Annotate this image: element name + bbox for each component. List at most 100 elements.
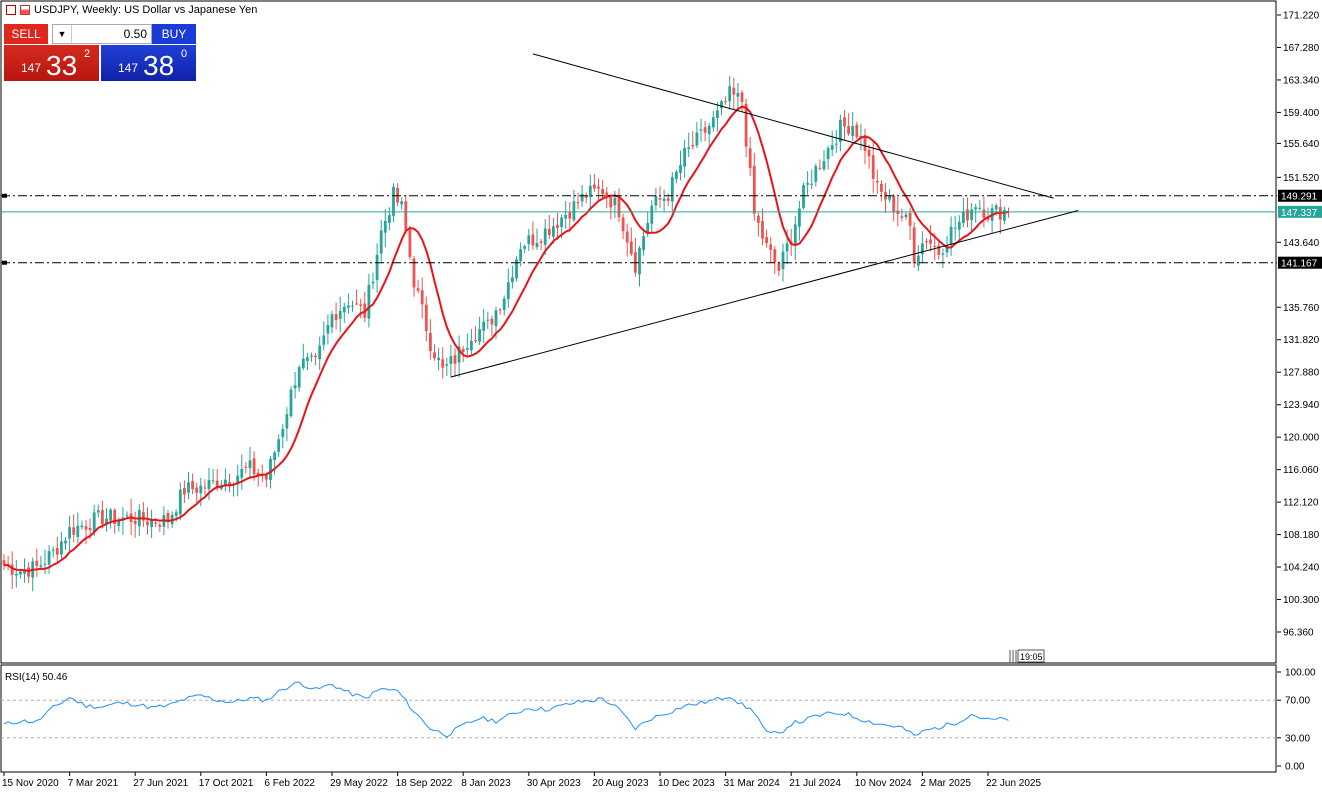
candle-body xyxy=(334,314,338,321)
candle xyxy=(109,508,112,529)
time-tick-label: 30 Apr 2023 xyxy=(527,778,581,789)
candle xyxy=(301,343,305,370)
candle xyxy=(404,195,408,234)
candle xyxy=(568,202,572,233)
candle xyxy=(211,469,215,485)
candle-body xyxy=(851,125,855,137)
candle xyxy=(839,114,842,152)
time-tick-label: 21 Jul 2024 xyxy=(789,778,841,789)
candle xyxy=(724,96,727,105)
candle xyxy=(351,300,354,312)
candle xyxy=(949,216,953,256)
sell-price-prefix: 147 xyxy=(21,61,42,75)
candle-body xyxy=(289,389,293,417)
price-tick-label: 151.520 xyxy=(1283,173,1320,184)
candle-body xyxy=(314,355,317,357)
lot-decrease-icon[interactable]: ▼ xyxy=(53,25,72,43)
candle xyxy=(900,208,904,222)
one-click-trading-panel: SELL ▼ 0.50 BUY 147 33 2 147 38 0 xyxy=(4,24,196,82)
sell-price-box[interactable]: 147 33 2 xyxy=(4,45,99,81)
candle-body xyxy=(822,160,826,170)
candle xyxy=(281,424,285,449)
candle-body xyxy=(224,479,227,486)
candle xyxy=(601,179,604,199)
candle xyxy=(429,319,432,360)
candle-body xyxy=(679,164,682,173)
candle-body xyxy=(543,228,547,245)
candle-body xyxy=(515,259,518,279)
candle xyxy=(55,536,59,564)
candle-body xyxy=(568,212,572,219)
time-tick-label: 27 Jun 2021 xyxy=(133,778,188,789)
candle xyxy=(158,522,162,532)
candle-body xyxy=(925,241,928,243)
price-tick-label: 171.220 xyxy=(1283,11,1320,22)
candle xyxy=(851,111,855,141)
buy-price-box[interactable]: 147 38 0 xyxy=(101,45,196,81)
candle-body xyxy=(498,309,502,311)
candle xyxy=(502,295,506,316)
price-tick-label: 127.880 xyxy=(1283,368,1320,379)
candle xyxy=(60,531,63,562)
candle-body xyxy=(662,198,666,201)
candle xyxy=(916,245,920,272)
candle-body xyxy=(125,515,129,517)
candle xyxy=(773,245,777,274)
candle-body xyxy=(675,171,678,179)
time-tick-label: 17 Oct 2021 xyxy=(199,778,254,789)
candle-body xyxy=(658,198,662,200)
candle-body xyxy=(625,231,629,243)
candle-body xyxy=(453,355,457,364)
candle-body xyxy=(76,525,80,537)
candle xyxy=(687,132,691,157)
candle-body xyxy=(646,223,650,235)
candle-body xyxy=(342,306,346,313)
candle-body xyxy=(84,526,88,530)
buy-price-main: 38 xyxy=(143,50,175,81)
candle-body xyxy=(43,563,47,565)
candle-body xyxy=(273,452,276,461)
price-tick-label: 155.640 xyxy=(1283,139,1320,150)
candle xyxy=(843,110,846,141)
time-tick-label: 10 Nov 2024 xyxy=(855,778,912,789)
candle xyxy=(621,213,625,240)
candle-body xyxy=(211,480,215,482)
buy-price-fraction: 0 xyxy=(181,48,188,60)
candle-body xyxy=(293,385,297,389)
lot-size-value[interactable]: 0.50 xyxy=(123,27,147,41)
candle xyxy=(47,545,51,574)
candle-body xyxy=(158,524,162,527)
candle xyxy=(207,467,211,500)
candle xyxy=(703,121,707,142)
candle xyxy=(847,113,850,136)
candle xyxy=(322,321,326,351)
candle-body xyxy=(256,472,260,475)
price-tick-label: 104.240 xyxy=(1283,563,1320,574)
lot-size-field[interactable]: ▼ 0.50 xyxy=(52,24,152,44)
sell-button[interactable]: SELL xyxy=(4,24,48,44)
candle-body xyxy=(912,227,916,264)
candle-body xyxy=(14,573,18,576)
candle-body xyxy=(392,186,395,216)
moving-average-line xyxy=(3,105,1009,573)
candle-body xyxy=(375,254,379,281)
candle xyxy=(826,145,830,170)
candle-body xyxy=(945,245,949,253)
candle-body xyxy=(408,229,412,257)
candle xyxy=(277,434,281,457)
candle-body xyxy=(916,255,920,266)
candle xyxy=(830,130,834,157)
candle-body xyxy=(420,290,424,305)
candle xyxy=(757,212,760,237)
level-price-tag xyxy=(1278,256,1322,269)
candle xyxy=(433,344,436,361)
candle xyxy=(297,365,301,392)
candle xyxy=(970,203,973,233)
candle xyxy=(2,553,6,570)
chart-menu-icon[interactable] xyxy=(6,5,16,15)
candle-body xyxy=(511,277,514,283)
candle xyxy=(379,219,383,264)
candle xyxy=(736,83,740,110)
buy-button[interactable]: BUY xyxy=(152,24,196,44)
candle xyxy=(105,508,108,532)
